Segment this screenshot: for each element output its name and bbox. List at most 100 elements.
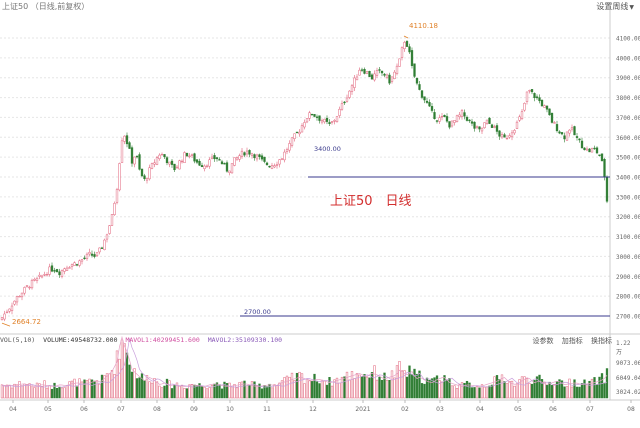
candle-body (345, 97, 349, 102)
volume-bar (230, 386, 234, 399)
y-tick-label: 2800.00 (616, 294, 640, 301)
volume-bar (453, 385, 456, 399)
volume-bar (268, 383, 271, 399)
period-settings-button[interactable]: 设置周线▼ (596, 1, 634, 12)
volume-bar (600, 373, 604, 399)
volume-bar (55, 388, 59, 399)
candle-body (263, 156, 266, 162)
volume-bar (293, 380, 296, 399)
volume-bar (318, 383, 321, 399)
x-tick-label: 06 (80, 406, 88, 413)
volume-bar (10, 387, 14, 399)
volume-bar (488, 385, 491, 399)
watermark-label: 上证50 日线 (330, 194, 412, 209)
volume-bar (473, 387, 476, 399)
volume-bar (70, 380, 74, 399)
set-params-button[interactable]: 设参数 (532, 337, 554, 345)
candle-body (245, 150, 249, 155)
volume-bar (490, 384, 494, 399)
volume-bar (365, 376, 369, 399)
date-axis-labels: 04 05 06 07 08 09 10 11 12 2021 02 03 04 05 06 07 08 (9, 400, 635, 413)
candle-body (33, 278, 36, 281)
volume-bar (390, 370, 394, 399)
candle-body (470, 121, 474, 124)
volume-bar (250, 381, 254, 399)
candle-body (465, 116, 469, 121)
volume-bar (175, 382, 179, 399)
candle-body (468, 119, 471, 122)
candlestick-series (0, 40, 609, 322)
volume-bar (538, 374, 541, 399)
candle-body (8, 308, 11, 312)
volume-bar (43, 380, 46, 399)
volume-bar (590, 378, 594, 399)
high-marker (403, 35, 409, 39)
candle-body (520, 111, 524, 119)
candle-body (443, 115, 446, 117)
candle-body (478, 126, 481, 130)
volume-bar (170, 388, 174, 399)
candle-body (185, 152, 189, 157)
candle-body (583, 147, 586, 151)
candle-body (588, 148, 591, 153)
volume-bar (308, 380, 311, 399)
volume-bar (595, 384, 599, 399)
candle-body (320, 120, 324, 123)
volume-bar (415, 373, 419, 399)
volume-bar (180, 384, 184, 399)
volume-bar (163, 385, 166, 399)
volume-bar (573, 379, 576, 399)
candle-body (108, 225, 111, 234)
volume-bar (168, 380, 171, 399)
candle-body (403, 42, 406, 50)
candle-body (100, 247, 104, 249)
volume-bar (528, 383, 531, 399)
candle-body (203, 165, 206, 170)
volume-bar (303, 383, 306, 399)
candle-body (340, 103, 344, 110)
candle-body (498, 130, 501, 137)
volume-bar (445, 380, 449, 399)
volume-bar (450, 385, 454, 399)
volume-bar (585, 384, 589, 399)
candle-body (395, 65, 399, 74)
candle-body (143, 175, 146, 179)
candle-body (215, 157, 219, 160)
candle-body (93, 254, 96, 257)
x-tick-label: 04 (476, 406, 484, 413)
y-tick-label: 4100.00 (616, 36, 640, 43)
volume-bar (580, 383, 584, 399)
volume-bar (498, 379, 501, 399)
candle-body (378, 69, 381, 71)
candle-body (365, 71, 369, 74)
x-tick-label: 10 (226, 406, 234, 413)
candle-body (10, 305, 14, 312)
y-tick-label: 3800.00 (616, 95, 640, 102)
candle-body (178, 160, 181, 170)
candle-body (240, 150, 244, 157)
volume-bar (145, 375, 149, 399)
candle-body (13, 300, 16, 305)
candle-body (585, 148, 589, 151)
change-indicator-button[interactable]: 换指标 (591, 337, 612, 345)
volume-bar (200, 386, 204, 399)
candle-body (430, 106, 434, 111)
mavol2-value: MAVOL2:35109330.100 (207, 336, 283, 344)
volume-bar (358, 374, 361, 399)
volume-bar (188, 384, 191, 399)
candle-body (555, 124, 559, 132)
candle-body (230, 163, 234, 174)
add-indicator-button[interactable]: 加指标 (561, 337, 583, 345)
y-tick-label: 3300.00 (616, 194, 640, 201)
candle-body (600, 153, 604, 162)
candle-body (440, 115, 444, 118)
candle-body (325, 117, 329, 122)
candle-body (405, 41, 409, 47)
volume-bar (25, 384, 29, 399)
candle-body (28, 286, 31, 289)
volume-bar (578, 386, 581, 399)
candle-body (513, 130, 516, 134)
candle-body (390, 76, 394, 82)
candle-body (323, 118, 326, 123)
candle-body (545, 105, 549, 110)
